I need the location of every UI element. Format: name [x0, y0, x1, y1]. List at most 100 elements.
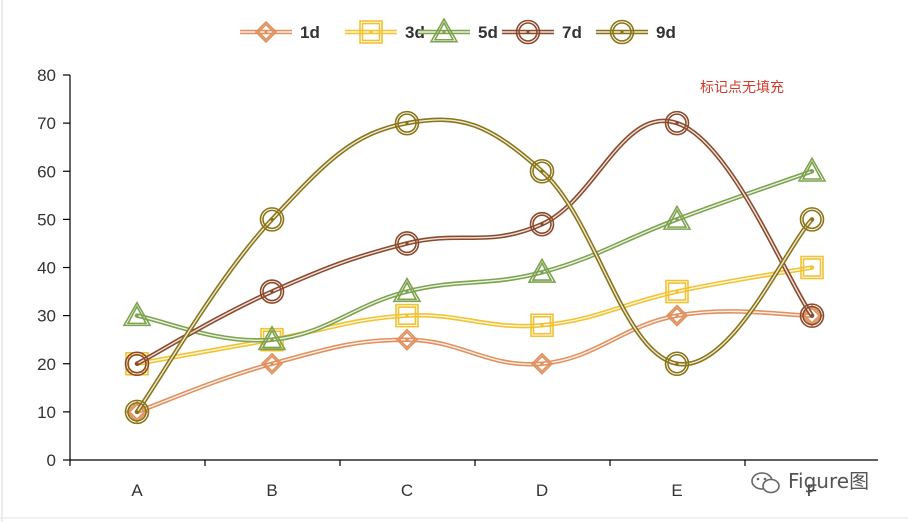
marker-5d — [531, 261, 553, 281]
marker-9d — [529, 158, 555, 184]
marker-dot — [540, 323, 544, 327]
marker-5d-group — [257, 325, 287, 351]
marker-7d-group — [799, 303, 825, 328]
legend-label: 7d — [562, 23, 582, 42]
marker-9d — [124, 399, 150, 425]
marker-dot — [442, 30, 446, 34]
marker-9d-group — [529, 158, 555, 184]
legend-marker — [612, 22, 632, 42]
marker-7d-group — [394, 231, 420, 256]
y-tick-label: 0 — [47, 451, 56, 470]
marker-3d — [802, 258, 822, 277]
legend-label: 5d — [478, 23, 498, 42]
legend-marker — [359, 20, 383, 44]
marker-1d — [803, 306, 821, 325]
marker-5d — [261, 328, 283, 349]
marker-1d-group — [665, 304, 689, 327]
marker-9d — [802, 209, 822, 230]
marker-dot — [540, 362, 544, 366]
series-3d — [125, 255, 824, 376]
marker-dot — [810, 314, 814, 318]
marker-9d — [667, 353, 687, 374]
wechat-icon — [751, 472, 780, 494]
marker-9d-group — [259, 207, 285, 232]
x-tick-label: E — [671, 481, 682, 500]
legend-marker — [518, 22, 538, 42]
legend-marker — [515, 19, 541, 45]
series-line-outer — [134, 118, 815, 366]
legend-label: 3d — [405, 23, 425, 42]
watermark: Figure图 — [751, 469, 869, 494]
marker-5d — [126, 304, 148, 325]
marker-5d-group — [392, 276, 422, 303]
marker-9d — [262, 209, 282, 230]
annotation-note: 标记点无填充 — [700, 80, 784, 96]
marker-3d-group — [665, 279, 689, 304]
marker-9d — [259, 207, 285, 232]
marker-dot — [810, 169, 814, 173]
marker-9d-group — [664, 351, 690, 377]
series-9d — [124, 110, 825, 425]
marker-3d-group — [530, 313, 554, 338]
marker-dot — [526, 30, 530, 34]
marker-dot — [540, 270, 544, 274]
series-line-outer — [134, 117, 815, 415]
legend-marker — [429, 17, 459, 43]
marker-3d — [397, 306, 417, 325]
marker-1d — [530, 352, 554, 375]
marker-3d — [395, 303, 419, 328]
marker-5d-group — [527, 257, 557, 283]
marker-7d — [667, 113, 687, 133]
marker-9d — [394, 110, 420, 136]
marker-5d — [392, 276, 422, 303]
marker-5d — [257, 325, 287, 351]
marker-7d — [124, 351, 150, 377]
marker-9d — [664, 351, 690, 377]
x-tick-label: A — [131, 481, 143, 500]
marker-3d — [667, 282, 687, 301]
series-line-inner — [136, 266, 813, 365]
marker-3d — [530, 313, 554, 338]
marker-1d — [800, 304, 824, 327]
marker-dot — [675, 217, 679, 221]
marker-1d — [125, 400, 149, 424]
marker-dot — [675, 362, 679, 366]
marker-5d-group — [797, 156, 827, 182]
marker-5d-group — [122, 301, 152, 327]
series-line-outer — [134, 309, 815, 415]
legend-marker — [254, 20, 278, 44]
legend-marker — [433, 21, 455, 41]
marker-dot — [405, 121, 409, 125]
marker-7d — [799, 303, 825, 328]
marker-3d — [532, 315, 552, 335]
marker-1d-group — [530, 352, 554, 375]
x-tick-label: B — [266, 481, 277, 500]
series-line-outer — [134, 169, 815, 343]
marker-dot — [675, 289, 679, 294]
marker-1d-group — [260, 352, 284, 375]
marker-1d — [665, 304, 689, 327]
marker-1d — [398, 331, 416, 349]
series-line-inner — [136, 120, 813, 365]
watermark-text: Figure图 — [788, 469, 869, 493]
marker-7d-group — [664, 110, 690, 136]
legend-item-7d: 7d — [502, 19, 582, 45]
marker-5d — [801, 160, 823, 180]
marker-dot — [405, 338, 409, 342]
legend-marker — [609, 19, 635, 45]
marker-9d — [397, 113, 417, 133]
marker-dot — [270, 217, 274, 221]
marker-9d — [799, 207, 825, 232]
marker-9d-group — [799, 207, 825, 232]
legend-marker-group — [429, 17, 459, 43]
marker-9d-group — [124, 399, 150, 425]
y-tick-label: 10 — [37, 403, 56, 422]
marker-3d-group — [395, 303, 419, 328]
marker-dot — [675, 121, 679, 125]
marker-7d-group — [124, 351, 150, 377]
legend-marker — [361, 22, 381, 42]
series-line-inner — [136, 170, 813, 342]
marker-dot — [405, 314, 409, 318]
marker-7d — [529, 211, 555, 237]
